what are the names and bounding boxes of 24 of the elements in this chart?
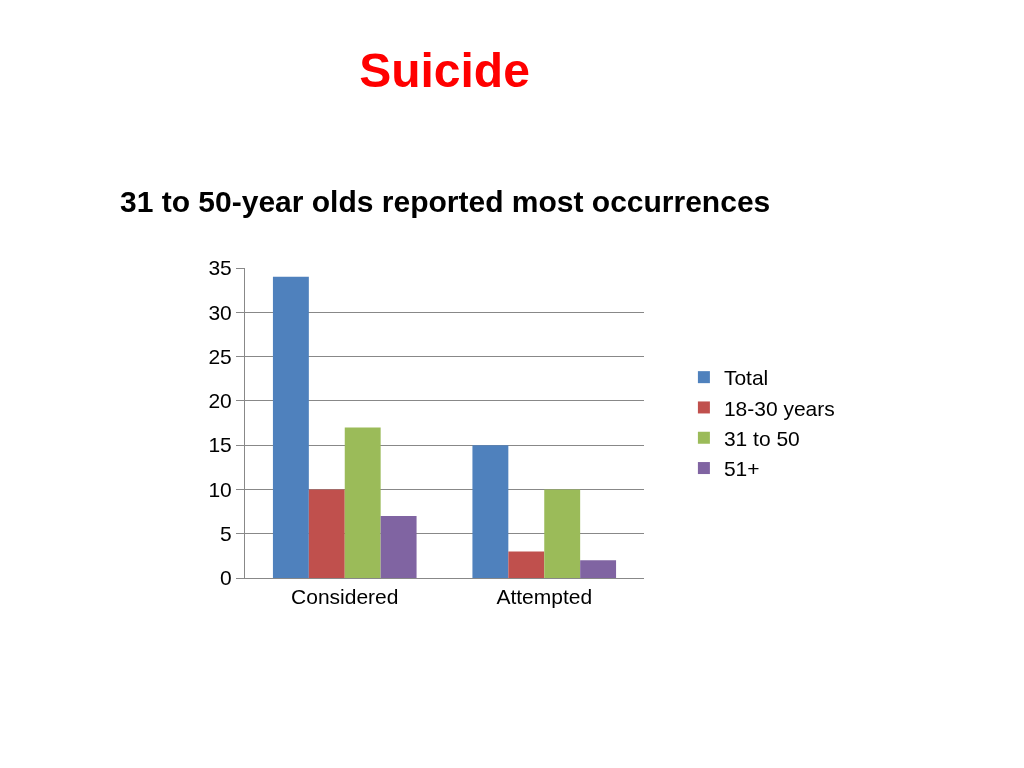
y-tick-label: 35 (208, 256, 232, 280)
bar (544, 489, 581, 578)
x-tick-label: Considered (291, 585, 399, 609)
bar (472, 445, 509, 578)
bar (380, 516, 417, 578)
bar (308, 489, 345, 578)
bar (272, 276, 309, 578)
y-tick-label: 10 (208, 477, 232, 501)
y-tick-label: 20 (208, 389, 232, 413)
chart-title: Suicide (359, 44, 530, 98)
bar (344, 427, 381, 578)
legend-label: Total (723, 366, 769, 390)
bar (580, 560, 617, 578)
y-tick-label: 15 (208, 433, 232, 457)
legend-label: 18-30 years (723, 396, 835, 420)
y-tick-label: 25 (208, 344, 232, 368)
bar (508, 551, 545, 578)
x-tick-label: Attempted (496, 585, 593, 609)
y-tick-label: 30 (208, 300, 232, 324)
y-tick-label: 0 (220, 566, 232, 590)
y-tick-label: 5 (220, 522, 232, 546)
legend-label: 31 to 50 (723, 426, 800, 450)
legend-label: 51+ (723, 457, 760, 481)
chart-subtitle: 31 to 50-year olds reported most occurrences (120, 185, 771, 218)
